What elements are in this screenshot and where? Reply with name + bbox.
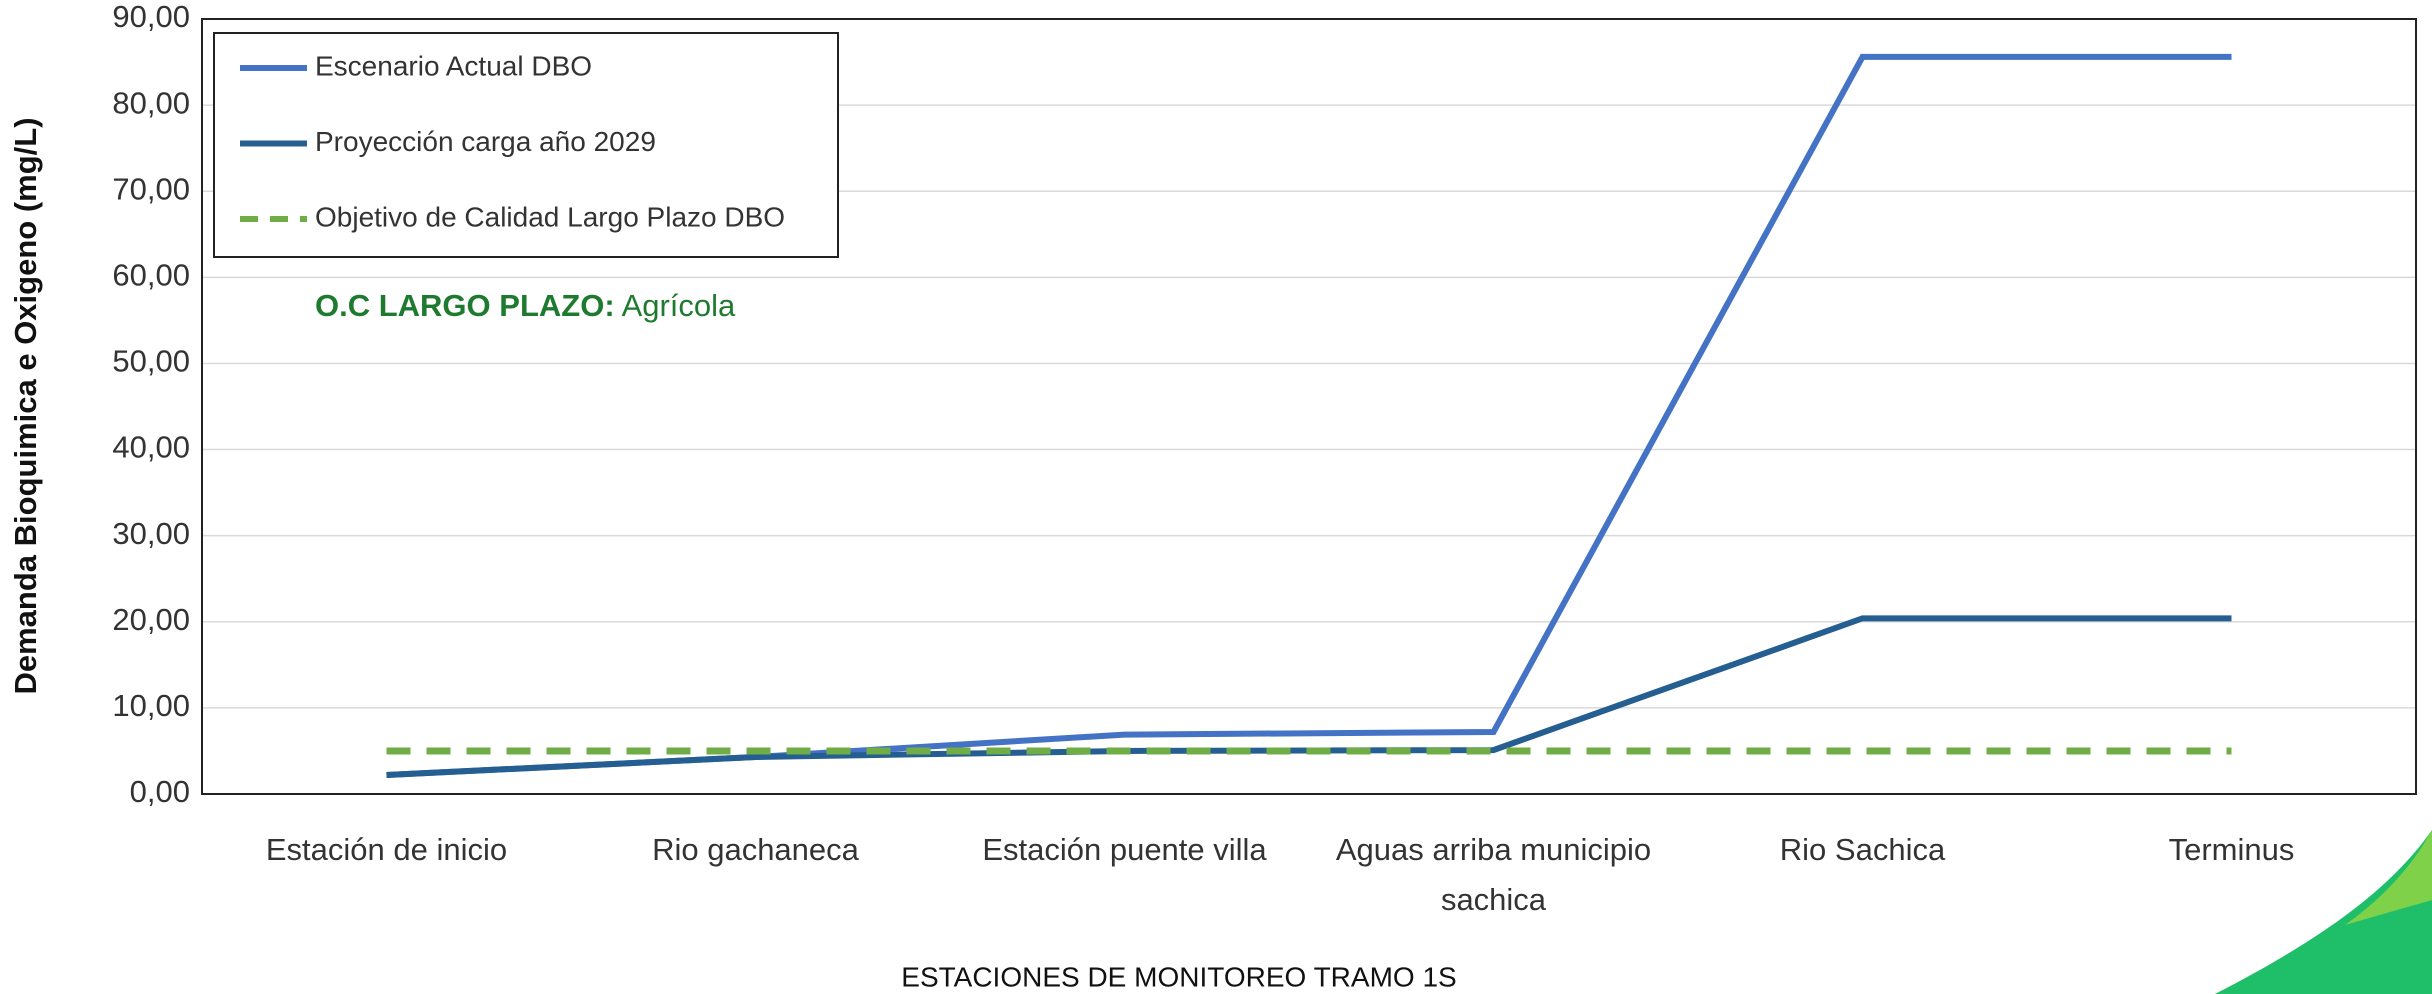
legend-label: Escenario Actual DBO (315, 50, 592, 81)
annotation-label: O.C LARGO PLAZO: (315, 288, 615, 323)
x-tick-label: Aguas arriba municipio sachica (1335, 832, 1652, 917)
annotation: O.C LARGO PLAZO: Agrícola (315, 288, 736, 323)
legend: Escenario Actual DBO Proyección carga año… (213, 32, 839, 258)
y-tick-label: 10,00 (112, 688, 190, 723)
x-tick-label: Estación de inicio (265, 832, 508, 867)
x-tick-label: Rio Sachica (1779, 832, 1946, 867)
y-tick-label: 90,00 (112, 0, 190, 34)
y-tick-label: 80,00 (112, 85, 190, 120)
plot-border (201, 18, 2417, 795)
y-tick-label: 60,00 (112, 258, 190, 293)
x-axis-title: ESTACIONES DE MONITOREO TRAMO 1S (901, 961, 1456, 992)
y-tick-label: 20,00 (112, 602, 190, 637)
y-tick-label: 50,00 (112, 344, 190, 379)
x-tick-label: Rio gachaneca (652, 832, 859, 867)
y-tick-label: 70,00 (112, 171, 190, 206)
legend-box (213, 32, 839, 258)
x-tick-label: Estación puente villa (982, 832, 1267, 867)
annotation-text: Agrícola (622, 288, 736, 323)
legend-label: Proyección carga año 2029 (315, 126, 656, 157)
decoration (2345, 830, 2432, 925)
y-axis-title: Demanda Bioquimica e Oxigeno (mg/L) (8, 117, 43, 694)
y-tick-label: 0,00 (130, 774, 190, 809)
decoration (2215, 830, 2432, 994)
y-tick-label: 30,00 (112, 516, 190, 551)
legend-label: Objetivo de Calidad Largo Plazo DBO (315, 201, 785, 232)
x-tick-label: Terminus (2168, 832, 2295, 867)
y-tick-label: 40,00 (112, 430, 190, 465)
